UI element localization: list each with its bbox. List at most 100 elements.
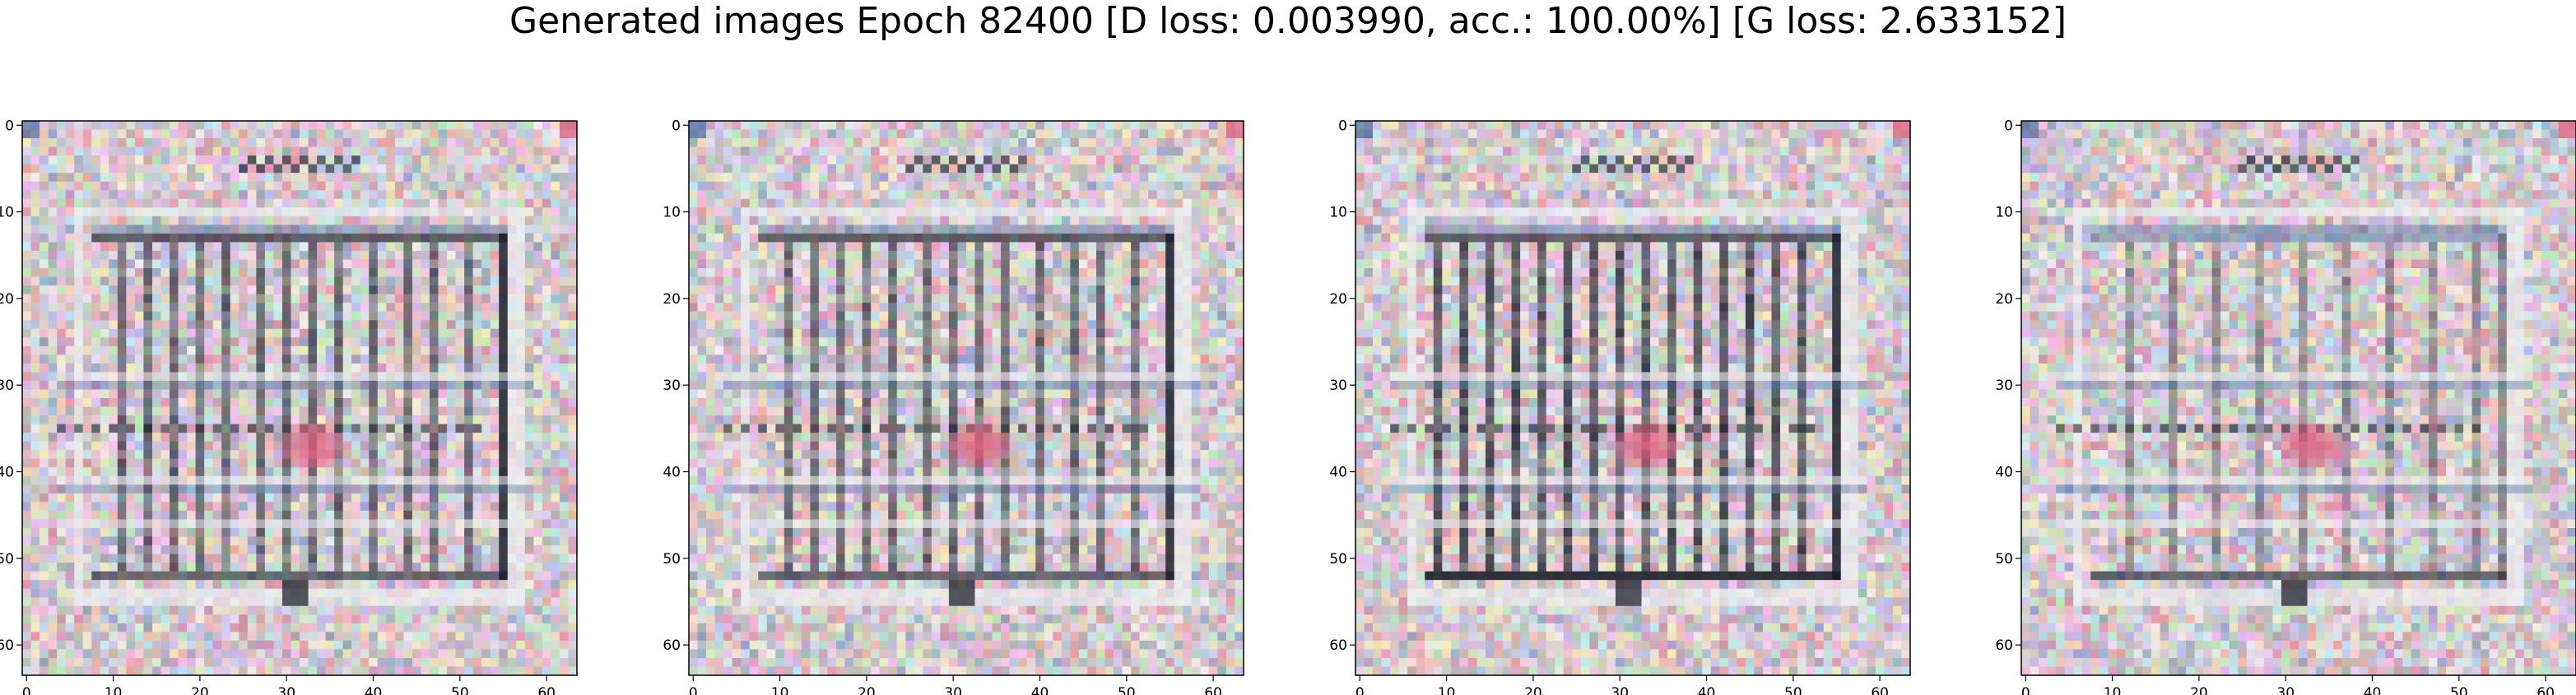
- image-pixel: [170, 484, 179, 493]
- image-pixel: [196, 554, 205, 563]
- image-pixel: [551, 190, 560, 199]
- image-pixel: [351, 632, 360, 641]
- image-pixel: [317, 389, 326, 398]
- image-pixel: [949, 207, 958, 216]
- image-pixel: [49, 528, 58, 537]
- image-pixel: [248, 173, 257, 182]
- image-pixel: [221, 277, 230, 286]
- image-pixel: [351, 580, 360, 589]
- image-pixel: [810, 207, 819, 216]
- image-pixel: [170, 614, 179, 623]
- image-pixel: [40, 442, 49, 451]
- image-pixel: [291, 623, 300, 632]
- image-pixel: [439, 528, 448, 537]
- image-pixel: [213, 329, 222, 338]
- image-pixel: [343, 484, 352, 493]
- image-pixel: [1209, 199, 1218, 208]
- image-pixel: [369, 207, 378, 216]
- image-pixel: [439, 277, 448, 286]
- image-pixel: [161, 459, 170, 468]
- image-pixel: [1140, 216, 1149, 225]
- image-pixel: [491, 563, 500, 572]
- image-pixel: [40, 641, 49, 650]
- image-pixel: [403, 424, 412, 433]
- image-pixel: [309, 164, 318, 174]
- image-pixel: [66, 364, 75, 373]
- image-pixel: [109, 563, 118, 572]
- image-pixel: [1192, 130, 1201, 139]
- image-pixel: [221, 207, 230, 216]
- image-pixel: [143, 493, 152, 503]
- image-pixel: [248, 207, 257, 216]
- image-pixel: [49, 554, 58, 563]
- image-pixel: [40, 580, 49, 589]
- image-pixel: [49, 337, 58, 346]
- image-pixel: [334, 364, 343, 373]
- image-pixel: [161, 649, 170, 658]
- image-pixel: [300, 649, 309, 658]
- image-pixel: [152, 216, 161, 225]
- image-pixel: [204, 572, 213, 581]
- image-pixel: [265, 277, 274, 286]
- image-pixel: [326, 658, 335, 667]
- image-pixel: [767, 173, 776, 182]
- image-pixel: [456, 199, 465, 208]
- image-pixel: [343, 389, 352, 398]
- image-pixel: [412, 216, 421, 225]
- image-pixel: [300, 251, 309, 260]
- image-pixel: [386, 121, 395, 130]
- image-pixel: [863, 225, 872, 234]
- image-pixel: [525, 433, 534, 442]
- image-pixel: [525, 138, 534, 147]
- image-pixel: [940, 173, 949, 182]
- image-pixel: [456, 260, 465, 269]
- image-pixel: [343, 199, 352, 208]
- image-pixel: [516, 398, 525, 407]
- image-pixel: [152, 277, 161, 286]
- image-pixel: [152, 632, 161, 641]
- image-pixel: [360, 234, 370, 243]
- image-pixel: [282, 519, 291, 528]
- image-pixel: [473, 614, 482, 623]
- image-pixel: [187, 476, 196, 485]
- image-pixel: [109, 476, 118, 485]
- image-pixel: [767, 225, 776, 234]
- image-pixel: [481, 303, 491, 312]
- image-pixel: [430, 364, 439, 373]
- image-pixel: [282, 450, 291, 459]
- image-pixel: [439, 251, 448, 260]
- image-pixel: [91, 614, 100, 623]
- image-pixel: [481, 285, 491, 294]
- image-pixel: [49, 398, 58, 407]
- image-pixel: [499, 649, 508, 658]
- image-pixel: [326, 563, 335, 572]
- image-pixel: [170, 415, 179, 424]
- image-pixel: [439, 216, 448, 225]
- image-pixel: [508, 164, 517, 174]
- image-pixel: [265, 407, 274, 416]
- image-pixel: [109, 182, 118, 191]
- image-pixel: [533, 632, 542, 641]
- image-pixel: [66, 155, 75, 164]
- image-pixel: [412, 476, 421, 485]
- image-pixel: [439, 381, 448, 390]
- image-pixel: [1010, 173, 1019, 182]
- image-pixel: [516, 354, 525, 364]
- image-pixel: [187, 354, 196, 364]
- image-pixel: [326, 632, 335, 641]
- image-pixel: [836, 225, 845, 234]
- image-pixel: [300, 207, 309, 216]
- image-pixel: [31, 354, 40, 364]
- image-pixel: [369, 147, 378, 156]
- image-pixel: [309, 502, 318, 511]
- image-pixel: [343, 580, 352, 589]
- image-pixel: [966, 155, 975, 164]
- image-pixel: [213, 303, 222, 312]
- image-pixel: [403, 207, 412, 216]
- image-pixel: [204, 242, 213, 251]
- image-pixel: [421, 563, 430, 572]
- image-pixel: [309, 372, 318, 381]
- image-pixel: [135, 519, 144, 528]
- image-pixel: [533, 537, 542, 546]
- image-pixel: [706, 216, 715, 225]
